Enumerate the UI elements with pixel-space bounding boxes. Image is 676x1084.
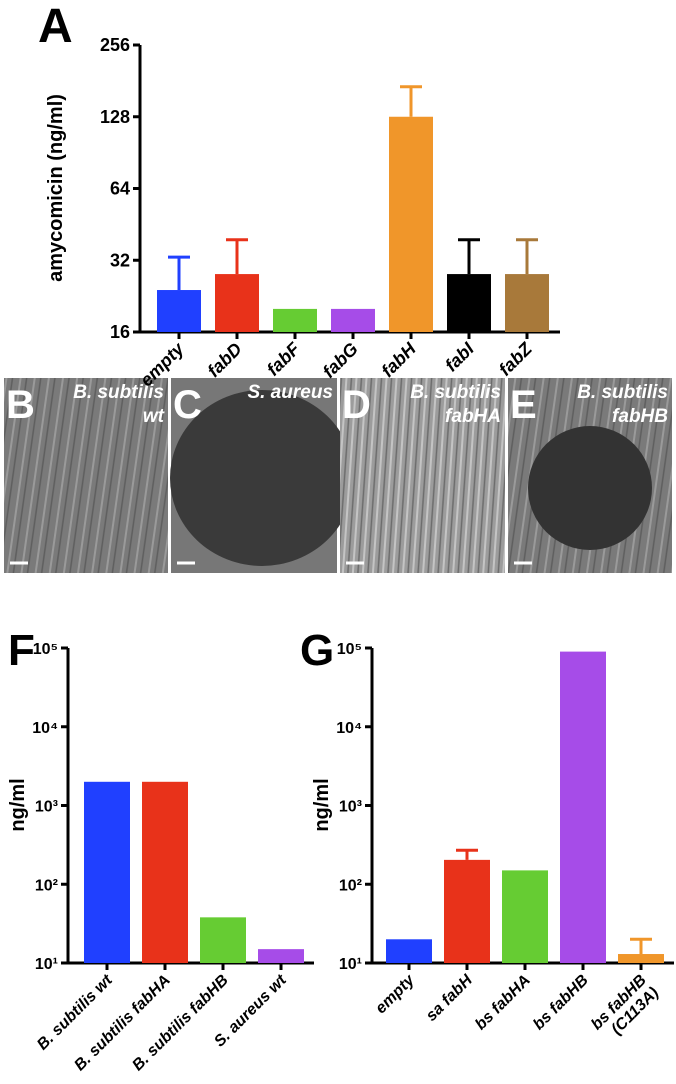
x-tick-label: fabZ — [495, 338, 537, 380]
x-tick-label: fabD — [203, 339, 245, 381]
panel-letter: B — [6, 383, 35, 427]
bar — [258, 949, 304, 963]
panel-caption: B. subtilis — [577, 382, 668, 403]
plate-image — [4, 378, 168, 573]
y-tick-label: 64 — [110, 179, 130, 199]
x-tick-label: fabI — [441, 338, 478, 375]
panel-letter: E — [510, 383, 537, 427]
plate-image — [340, 378, 505, 573]
x-tick-label: fabF — [263, 338, 305, 380]
x-tick-label: bs fabHB(C113A) — [588, 972, 662, 1046]
panel-caption: B. subtilis — [410, 382, 501, 403]
panel-caption: fabHB — [612, 406, 668, 427]
inhibition-zone — [170, 390, 354, 566]
y-tick-label: 10¹ — [35, 956, 58, 973]
image-row — [4, 378, 672, 573]
panel-caption: S. aureus — [247, 382, 333, 403]
x-tick-label: bs fabHB — [530, 972, 592, 1034]
y-tick-label: 32 — [110, 250, 130, 270]
bar — [157, 290, 201, 332]
panel-letter: D — [342, 383, 371, 427]
y-axis-label: ng/ml — [311, 778, 333, 831]
panel-letter: A — [38, 0, 73, 53]
bar — [444, 859, 490, 963]
y-axis-label: ng/ml — [7, 778, 29, 831]
panel-letter: C — [173, 383, 202, 427]
x-tick-label: bs fabHA — [472, 972, 534, 1034]
bar — [273, 308, 317, 332]
bar — [386, 939, 432, 963]
y-tick-label: 256 — [100, 35, 130, 55]
bar — [84, 781, 130, 963]
x-tick-label: fabG — [319, 339, 362, 382]
y-tick-label: 10² — [339, 877, 362, 894]
y-tick-label: 16 — [110, 322, 130, 342]
x-tick-label: B. subtilis fabHB — [129, 972, 232, 1075]
bar — [502, 870, 548, 963]
bar — [618, 954, 664, 963]
y-tick-label: 10⁵ — [33, 641, 58, 658]
bar — [389, 116, 433, 332]
x-tick-label: B. subtilis fabHA — [71, 972, 174, 1075]
bar — [505, 274, 549, 332]
panel-caption: wt — [143, 406, 165, 427]
x-tick-label: empty — [372, 971, 418, 1017]
panel-caption: fabHA — [445, 406, 501, 427]
bar — [215, 274, 259, 332]
y-tick-label: 10² — [35, 877, 58, 894]
y-axis-label: amycomicin (ng/ml) — [45, 94, 67, 282]
panel-letter: F — [8, 626, 35, 675]
bar — [331, 308, 375, 332]
y-tick-label: 10³ — [339, 799, 362, 816]
inhibition-zone — [528, 426, 652, 550]
y-tick-label: 128 — [100, 107, 130, 127]
x-tick-label: sa fabH — [423, 971, 476, 1024]
y-tick-label: 10¹ — [339, 956, 362, 973]
bar — [142, 781, 188, 963]
bar — [560, 651, 606, 963]
x-tick-label: fabH — [377, 338, 420, 381]
panel-letter: G — [300, 626, 334, 675]
y-tick-label: 10⁴ — [336, 720, 362, 737]
bar — [200, 917, 246, 963]
panel-caption: B. subtilis — [73, 382, 164, 403]
bar — [447, 274, 491, 332]
y-tick-label: 10⁴ — [32, 720, 58, 737]
y-tick-label: 10³ — [35, 799, 58, 816]
y-tick-label: 10⁵ — [337, 641, 362, 658]
